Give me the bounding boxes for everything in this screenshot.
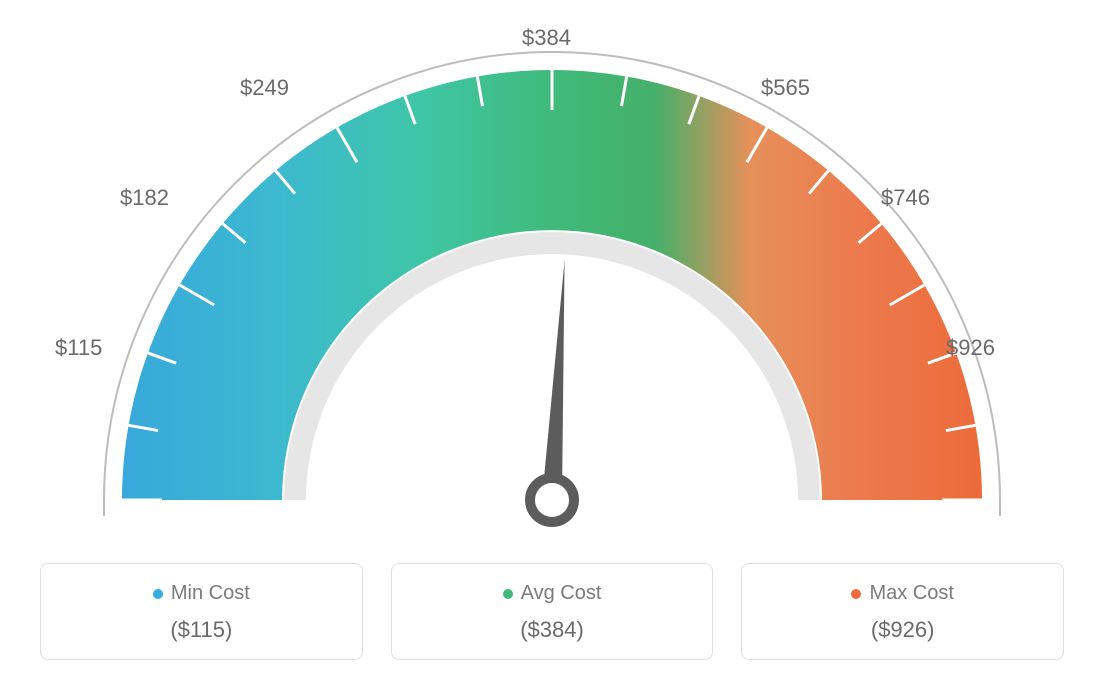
dot-min-icon <box>153 589 163 599</box>
legend-min-label: Min Cost <box>171 582 250 605</box>
tick-label-0: $115 <box>55 335 102 361</box>
legend-min: Min Cost ($115) <box>40 563 363 660</box>
legend-row: Min Cost ($115) Avg Cost ($384) Max Cost… <box>40 563 1064 660</box>
legend-avg-title: Avg Cost <box>503 582 602 605</box>
legend-max: Max Cost ($926) <box>741 563 1064 660</box>
legend-avg: Avg Cost ($384) <box>391 563 714 660</box>
gauge-chart: $115 $182 $249 $384 $565 $746 $926 <box>0 0 1104 560</box>
gauge-svg <box>0 0 1104 560</box>
legend-avg-value: ($384) <box>402 617 703 643</box>
tick-label-4: $565 <box>761 75 810 101</box>
tick-label-1: $182 <box>120 185 169 211</box>
tick-label-2: $249 <box>240 75 289 101</box>
tick-label-6: $926 <box>946 335 995 361</box>
cost-gauge-infographic: $115 $182 $249 $384 $565 $746 $926 Min C… <box>0 0 1104 690</box>
legend-avg-label: Avg Cost <box>521 582 602 605</box>
tick-label-3: $384 <box>522 25 571 51</box>
legend-min-title: Min Cost <box>153 582 250 605</box>
legend-max-label: Max Cost <box>869 582 953 605</box>
legend-max-value: ($926) <box>752 617 1053 643</box>
dot-avg-icon <box>503 589 513 599</box>
tick-label-5: $746 <box>881 185 930 211</box>
legend-max-title: Max Cost <box>851 582 953 605</box>
dot-max-icon <box>851 589 861 599</box>
legend-min-value: ($115) <box>51 617 352 643</box>
